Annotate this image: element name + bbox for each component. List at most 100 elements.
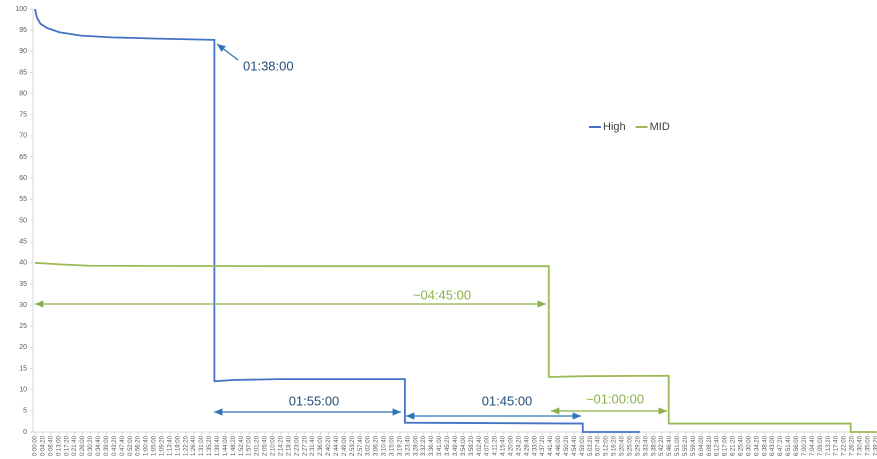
x-tick-label: 0:17:20 [64, 435, 70, 456]
x-tick-label: 2:10:00 [271, 435, 277, 456]
x-tick-label: 4:28:40 [524, 435, 530, 456]
x-tick-label: 1:31:00 [199, 435, 205, 456]
x-tick-label: 7:22:00 [842, 435, 848, 456]
x-tick-label: 4:41:40 [548, 435, 554, 456]
x-tick-label: 4:02:40 [477, 435, 483, 456]
y-tick-label: 100 [15, 6, 27, 13]
x-tick-label: 1:05:00 [152, 435, 158, 456]
y-tick-label: 65 [19, 154, 27, 161]
series-line [34, 261, 877, 433]
x-tick-label: 2:01:20 [255, 435, 261, 456]
x-tick-label: 2:44:40 [334, 435, 340, 456]
x-tick-label: 1:26:40 [191, 435, 197, 456]
x-tick-label: 0:04:20 [41, 435, 47, 456]
x-tick-label: 7:17:40 [834, 435, 840, 456]
y-tick-label: 95 [19, 27, 27, 34]
x-tick-label: 2:57:40 [358, 435, 364, 456]
x-tick-label: 7:26:20 [850, 435, 856, 456]
y-tick-label: 35 [19, 281, 27, 288]
x-tick-label: 6:43:00 [770, 435, 776, 456]
y-tick-label: 25 [19, 323, 27, 330]
x-tick-label: 4:59:00 [580, 435, 586, 456]
y-tick-label: 80 [19, 90, 27, 97]
x-tick-label: 6:56:00 [794, 435, 800, 456]
x-tick-label: 1:18:00 [175, 435, 181, 456]
x-tick-label: 1:52:40 [239, 435, 245, 456]
x-tick-label: 3:54:00 [461, 435, 467, 456]
x-tick-label: 2:31:40 [310, 435, 316, 456]
x-tick-label: 7:13:20 [826, 435, 832, 456]
x-tick-label: 3:58:20 [469, 435, 475, 456]
x-tick-label: 5:16:20 [612, 435, 618, 456]
x-tick-label: 1:09:20 [159, 435, 165, 456]
x-tick-label: 6:21:20 [731, 435, 737, 456]
y-tick-label: 90 [19, 48, 27, 55]
x-tick-label: 1:35:20 [207, 435, 213, 456]
x-tick-label: 6:25:40 [739, 435, 745, 456]
x-tick-label: 0:56:20 [136, 435, 142, 456]
y-tick-label: 50 [19, 217, 27, 224]
x-tick-label: 3:41:00 [437, 435, 443, 456]
x-tick-label: 0:13:00 [56, 435, 62, 456]
x-tick-label: 2:40:20 [326, 435, 332, 456]
legend: High MID [589, 121, 670, 133]
y-tick-label: 20 [19, 344, 27, 351]
annotation: 01:55:00 [289, 393, 340, 408]
x-tick-label: 5:59:40 [691, 435, 697, 456]
x-tick-label: 4:54:40 [572, 435, 578, 456]
x-tick-label: 0:08:40 [48, 435, 54, 456]
x-tick-label: 4:24:20 [516, 435, 522, 456]
axes: 0 5 10 15 20 25 30 35 40 45 50 55 60 65 70 75 80 85 90 95 10… [15, 6, 877, 456]
x-tick-label: 1:57:00 [247, 435, 253, 456]
x-tick-label: 1:39:40 [215, 435, 221, 456]
x-tick-label: 5:20:40 [620, 435, 626, 456]
y-tick-label: 55 [19, 196, 27, 203]
plot [34, 8, 877, 433]
x-tick-label: 5:29:20 [635, 435, 641, 456]
x-tick-label: 7:39:20 [873, 435, 877, 456]
x-tick-label: 6:47:20 [778, 435, 784, 456]
x-tick-label: 4:20:00 [508, 435, 514, 456]
x-tick-label: 5:51:00 [675, 435, 681, 456]
x-tick-label: 3:36:40 [429, 435, 435, 456]
annotation: 01:38:00 [243, 58, 294, 73]
x-tick-label: 4:11:20 [493, 435, 499, 455]
y-tick-label: 5 [23, 408, 27, 415]
x-tick-label: 2:49:00 [342, 435, 348, 456]
y-tick-label: 15 [19, 365, 27, 372]
x-tick-label: 2:53:20 [350, 435, 356, 456]
x-tick-label: 4:07:00 [485, 435, 491, 456]
x-tick-label: 5:55:20 [683, 435, 689, 456]
x-tick-label: 2:23:00 [294, 435, 300, 456]
x-tick-label: 3:06:20 [374, 435, 380, 456]
series-line [34, 8, 640, 433]
x-tick-label: 0:47:40 [120, 435, 126, 456]
x-tick-label: 3:02:00 [366, 435, 372, 456]
x-tick-label: 5:12:00 [604, 435, 610, 456]
x-tick-label: 7:35:00 [865, 435, 871, 456]
x-tick-label: 3:10:40 [382, 435, 388, 456]
x-tick-label: 7:30:40 [857, 435, 863, 456]
x-tick-label: 0:52:00 [128, 435, 134, 456]
x-tick-label: 6:04:00 [699, 435, 705, 456]
x-tick-label: 1:44:00 [223, 435, 229, 456]
x-tick-label: 2:05:40 [263, 435, 269, 456]
x-tick-label: 5:03:20 [588, 435, 594, 456]
x-tick-label: 3:45:20 [445, 435, 451, 456]
x-tick-label: 3:49:40 [453, 435, 459, 456]
x-tick-label: 0:39:00 [104, 435, 110, 456]
x-tick-label: 6:17:00 [723, 435, 729, 456]
annotation: 01:45:00 [482, 393, 533, 408]
x-tick-label: 5:46:40 [667, 435, 673, 456]
x-tick-label: 2:27:20 [302, 435, 308, 456]
arrow [216, 43, 239, 61]
y-tick-label: 10 [19, 387, 27, 394]
x-tick-label: 6:30:00 [746, 435, 752, 456]
x-tick-label: 2:14:20 [278, 435, 284, 456]
y-tick-label: 40 [19, 260, 27, 267]
x-tick-label: 3:23:40 [405, 435, 411, 456]
y-tick-label: 30 [19, 302, 27, 309]
x-tick-label: 7:09:00 [818, 435, 824, 456]
